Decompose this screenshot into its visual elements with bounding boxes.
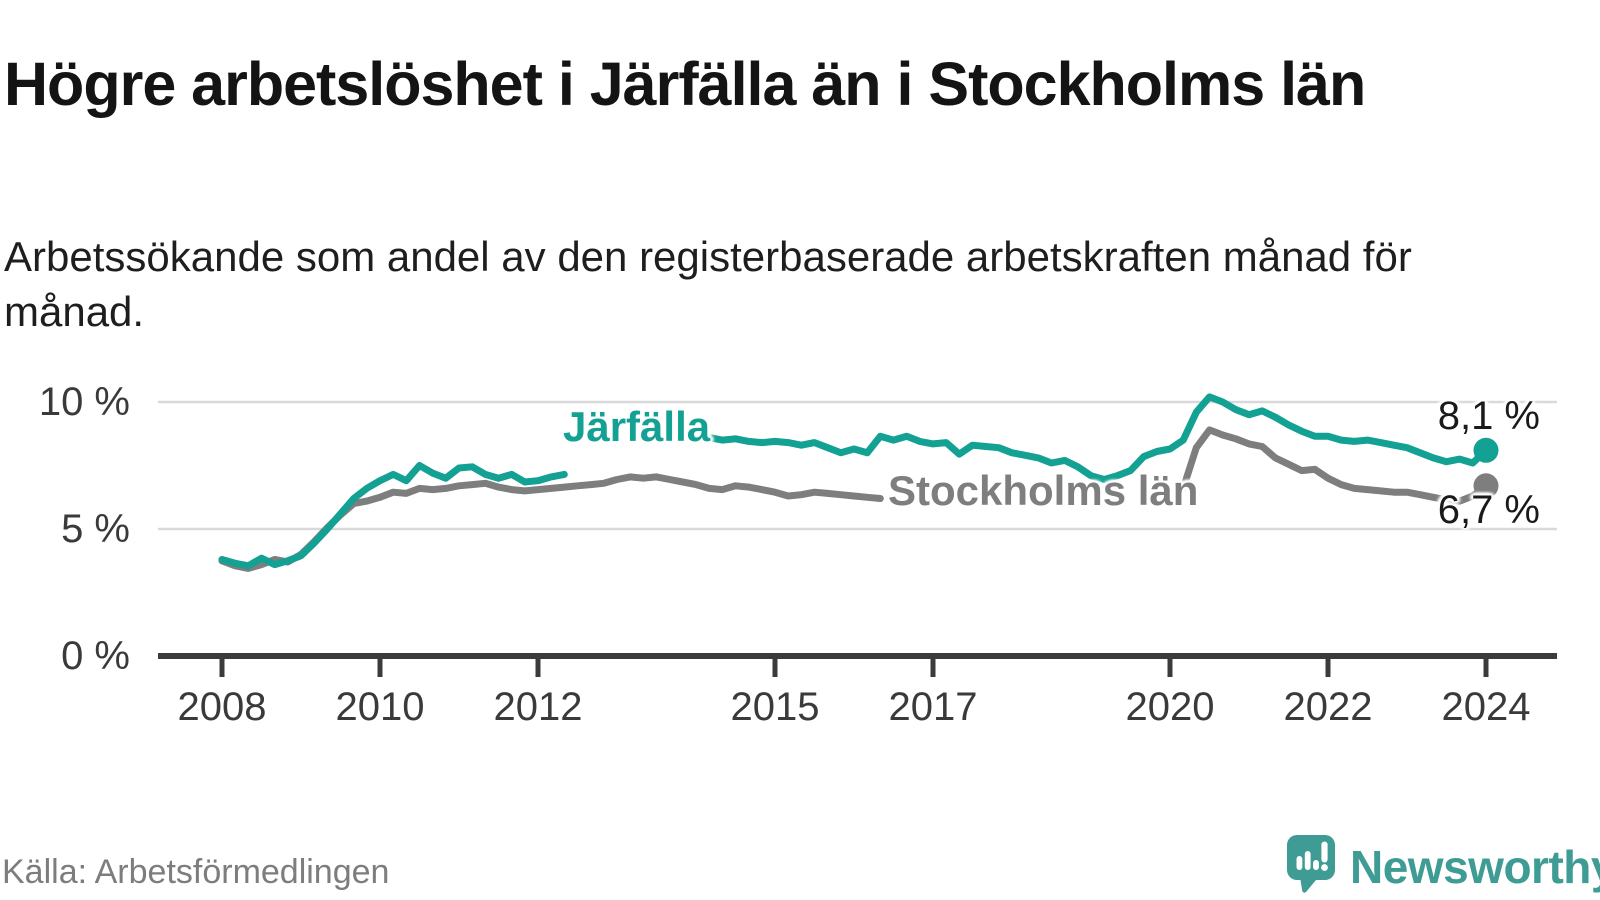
series-lines — [218, 393, 1490, 572]
gridlines — [158, 400, 1557, 531]
series-end-dots — [1473, 437, 1499, 499]
x-tick-label: 2020 — [1125, 685, 1215, 729]
page-title: Högre arbetslöshet i Järfälla än i Stock… — [4, 49, 1366, 118]
y-tick-label: 5 % — [61, 507, 130, 551]
newsworthy-speech-bubble-chart-icon — [1286, 834, 1338, 900]
x-tick-label: 2008 — [177, 685, 267, 729]
end-value-label-jarfalla: 8,1 % — [1437, 394, 1540, 438]
end-value-label-stockholms-lan: 6,7 % — [1437, 488, 1540, 532]
x-tick-label: 2015 — [730, 685, 820, 729]
x-tick-label: 2012 — [493, 685, 583, 729]
x-tick-label: 2010 — [335, 685, 425, 729]
series-label-jarfalla: Järfälla — [563, 403, 711, 450]
newsworthy-logo-text: Newsworthy — [1350, 841, 1600, 893]
newsworthy-logo[interactable]: Newsworthy — [1286, 834, 1600, 900]
x-tick-label: 2017 — [888, 685, 978, 729]
y-tick-label: 10 % — [38, 380, 130, 424]
y-tick-label: 0 % — [61, 634, 130, 678]
source-note: Källa: Arbetsförmedlingen — [2, 853, 390, 891]
series-label-stockholms-lan: Stockholms län — [888, 467, 1199, 514]
x-axis-ticks — [219, 656, 1489, 677]
x-tick-label: 2024 — [1441, 685, 1531, 729]
page-subtitle: Arbetssökande som andel av den registerb… — [4, 233, 1412, 335]
x-tick-label: 2022 — [1283, 685, 1373, 729]
